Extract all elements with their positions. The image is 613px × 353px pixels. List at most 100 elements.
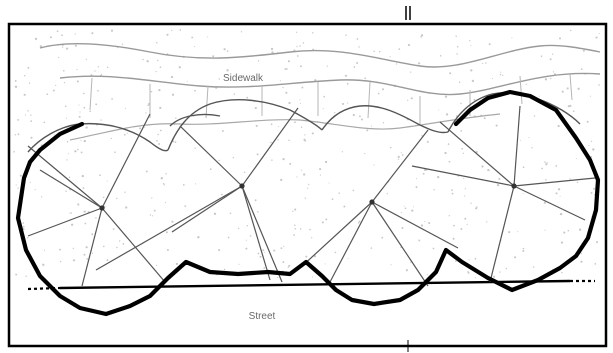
stipple-dot <box>401 226 404 230</box>
stipple-dot <box>144 126 146 129</box>
stipple-dot <box>319 168 322 171</box>
stipple-dot <box>83 210 86 213</box>
stipple-dot <box>153 209 156 212</box>
stipple-dot <box>246 96 249 99</box>
stipple-dot <box>55 84 57 87</box>
stipple-dot <box>331 198 334 200</box>
stipple-dot <box>458 81 461 83</box>
stipple-dot <box>344 74 348 77</box>
canopy-thin-outlines <box>27 92 581 153</box>
stipple-dot <box>74 33 76 35</box>
stipple-dot <box>191 36 194 39</box>
stipple-dot <box>257 211 259 213</box>
stipple-dot <box>17 187 19 189</box>
stipple-dot <box>112 228 115 230</box>
stipple-dot <box>282 86 284 89</box>
stipple-dot <box>213 212 217 215</box>
stipple-dot <box>415 186 418 189</box>
stipple-dot <box>595 241 599 244</box>
stipple-dot <box>23 225 25 228</box>
stipple-dot <box>97 66 100 68</box>
stipple-dot <box>15 273 18 276</box>
stipple-dot <box>160 177 163 180</box>
stipple-dot <box>427 274 428 276</box>
stipple-dot <box>577 87 580 90</box>
stipple-dot <box>545 179 547 181</box>
stipple-dot <box>511 37 513 39</box>
stipple-dot <box>243 171 246 174</box>
stipple-dot <box>194 147 196 149</box>
stipple-dot <box>218 78 220 80</box>
stipple-dot <box>514 256 517 259</box>
stipple-dot <box>294 208 297 211</box>
stipple-dot <box>464 195 466 197</box>
branch-line <box>241 185 271 281</box>
stipple-dot <box>86 258 89 260</box>
stipple-dot <box>381 88 385 91</box>
stipple-dot <box>254 107 257 110</box>
stipple-dot <box>126 132 128 134</box>
stipple-dot <box>14 79 17 82</box>
stipple-dot <box>540 55 543 57</box>
stipple-dot <box>345 34 347 36</box>
stipple-dot <box>563 231 566 234</box>
stipple-dot <box>24 114 27 116</box>
stipple-dot <box>397 155 400 159</box>
stipple-dot <box>389 56 391 58</box>
stipple-dot <box>426 140 429 143</box>
stipple-dot <box>444 95 448 98</box>
stipple-dot <box>263 267 266 269</box>
stipple-dot <box>170 75 174 79</box>
street-label: Street <box>248 311 276 322</box>
stipple-dot <box>448 160 451 163</box>
stipple-dot <box>566 87 569 90</box>
stipple-dot <box>559 212 563 216</box>
stipple-dot <box>592 148 595 151</box>
stipple-dot <box>159 66 162 69</box>
stipple-dot <box>95 103 98 106</box>
stipple-dot <box>410 261 412 263</box>
stipple-dot <box>418 239 421 242</box>
stipple-dot <box>165 173 167 175</box>
stipple-dot <box>486 221 488 223</box>
stipple-dot <box>227 236 230 239</box>
stipple-dot <box>19 174 22 177</box>
stipple-dot <box>165 231 168 234</box>
branch-line <box>371 201 459 249</box>
stipple-dot <box>70 212 73 214</box>
stipple-dot <box>60 260 62 263</box>
stipple-dot <box>285 67 288 70</box>
stipple-dot <box>158 88 161 92</box>
sidewalk-curb-line <box>69 113 501 141</box>
stipple-dot <box>164 202 166 204</box>
stipple-dot <box>546 162 548 164</box>
stipple-dot <box>238 263 240 265</box>
stipple-dot <box>498 177 501 180</box>
stipple-dot <box>155 264 158 266</box>
stipple-dot <box>373 50 375 53</box>
stipple-dot <box>277 139 279 141</box>
branch-line <box>101 207 166 283</box>
stipple-dot <box>341 151 344 153</box>
stipple-dot <box>475 207 478 210</box>
canopy-outline-3 <box>321 105 449 134</box>
stipple-dot <box>500 71 502 73</box>
stipple-dot <box>401 154 404 156</box>
stipple-dot <box>123 133 126 136</box>
stipple-dot <box>541 167 543 170</box>
stipple-dot <box>560 241 564 244</box>
stipple-dot <box>323 95 326 98</box>
stipple-dot <box>370 247 373 249</box>
stipple-dot <box>456 53 458 55</box>
sidewalk-joint <box>519 75 523 105</box>
branch-line <box>95 185 243 271</box>
branch-line <box>329 201 373 283</box>
stipple-dot <box>576 181 579 184</box>
stipple-dot <box>410 97 413 100</box>
stipple-dot <box>454 260 457 262</box>
stipple-dot <box>468 272 470 274</box>
canopy-outline-1 <box>27 122 169 153</box>
stipple-dot <box>207 36 209 38</box>
stipple-dot <box>146 60 149 63</box>
stipple-dot <box>66 141 69 143</box>
